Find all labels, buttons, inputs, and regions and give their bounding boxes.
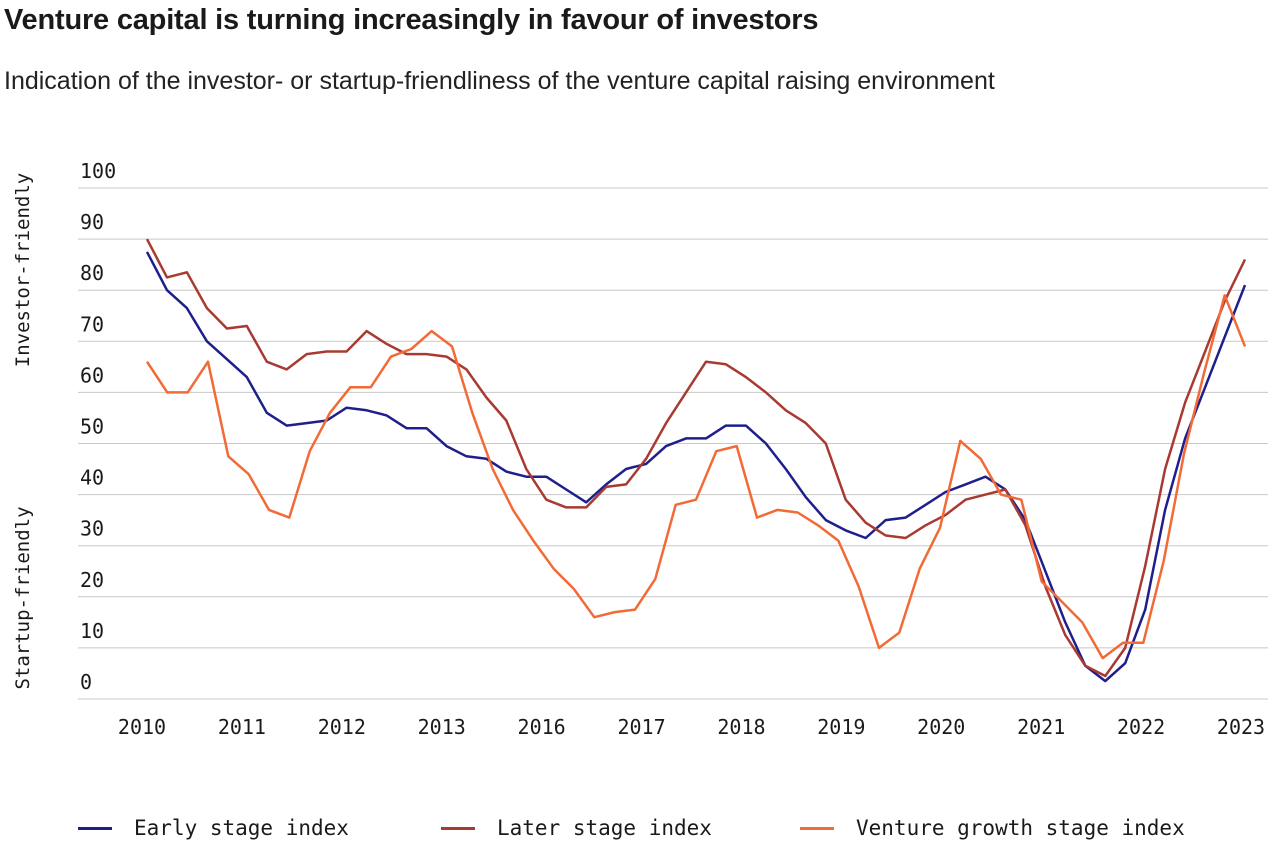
x-tick-label: 2018 [717, 715, 765, 739]
legend-item-early-stage: Early stage index [78, 816, 349, 840]
legend-swatch-early [78, 826, 112, 830]
series-line-venture-growth [145, 294, 1247, 660]
chart-title: Venture capital is turning increasingly … [4, 4, 819, 36]
y-tick-label: 20 [80, 568, 104, 592]
x-tick-label: 2022 [1117, 715, 1165, 739]
x-tick-labels: 2010 2011 2012 2013 2016 2017 2018 2019 2020 2021… [118, 715, 1265, 739]
x-tick-label: 2011 [218, 715, 266, 739]
legend-label-early: Early stage index [134, 816, 349, 840]
x-tick-label: 2019 [817, 715, 865, 739]
y-tick-label: 10 [80, 619, 104, 643]
y-tick-label: 0 [80, 670, 92, 694]
x-tick-label: 2013 [418, 715, 466, 739]
y-tick-label: 100 [80, 159, 116, 183]
legend-label-venture: Venture growth stage index [856, 816, 1185, 840]
legend-label-later: Later stage index [497, 816, 712, 840]
y-tick-label: 80 [80, 261, 104, 285]
y-tick-label: 30 [80, 517, 104, 541]
y-label-investor-friendly: Investor-friendly [12, 173, 34, 367]
x-tick-label: 2020 [917, 715, 965, 739]
chart-subtitle: Indication of the investor- or startup-f… [4, 67, 995, 95]
x-tick-label: 2012 [318, 715, 366, 739]
y-tick-label: 50 [80, 415, 104, 439]
x-tick-label: 2010 [118, 715, 166, 739]
x-tick-label: 2021 [1017, 715, 1065, 739]
series-lines [145, 238, 1247, 683]
y-tick-label: 40 [80, 466, 104, 490]
y-label-startup-friendly: Startup-friendly [12, 506, 34, 689]
legend-swatch-later [441, 826, 475, 830]
x-tick-label: 2016 [518, 715, 566, 739]
grid-lines [78, 187, 1268, 700]
y-axis-labels: Investor-friendly Startup-friendly [12, 173, 34, 690]
series-line-early-stage [145, 251, 1247, 683]
y-tick-label: 90 [80, 210, 104, 234]
x-tick-label: 2017 [617, 715, 665, 739]
y-tick-label: 70 [80, 312, 104, 336]
legend-item-venture-growth: Venture growth stage index [800, 816, 1185, 840]
y-tick-label: 60 [80, 363, 104, 387]
x-tick-label: 2023 [1217, 715, 1265, 739]
legend-item-later-stage: Later stage index [441, 816, 712, 840]
y-tick-labels: 0 10 20 30 40 50 60 70 80 90 100 [80, 159, 116, 694]
series-line-later-stage [145, 238, 1247, 678]
legend-swatch-venture [800, 826, 834, 830]
